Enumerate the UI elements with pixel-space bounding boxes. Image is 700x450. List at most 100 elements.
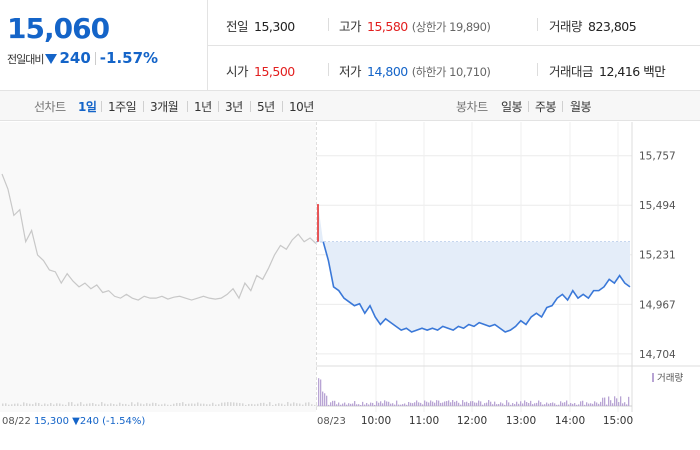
range-tab-3y[interactable]: 3년 <box>225 100 243 114</box>
volume-bar <box>410 402 412 406</box>
y-tick-label: 14,704 <box>639 349 676 361</box>
volume-bar <box>83 404 85 406</box>
volume-bar <box>494 401 496 406</box>
candle-tab-weekly[interactable]: 주봉 <box>535 100 557 114</box>
volume-bar <box>606 404 608 406</box>
prev-day-caption: 15,300 ▼240 (-1.54%) <box>34 416 145 427</box>
range-tab-5y[interactable]: 5년 <box>257 100 275 114</box>
range-tab-1d[interactable]: 1일 <box>78 100 97 114</box>
volume-bar <box>320 379 322 406</box>
volume-bar <box>248 404 250 406</box>
volume-bar <box>158 404 160 406</box>
volume-bar <box>26 403 28 406</box>
volume-bar <box>548 403 550 406</box>
volume-bar <box>474 402 476 406</box>
volume-bar <box>386 401 388 406</box>
volume-bar <box>530 400 532 406</box>
volume-bar <box>412 403 414 406</box>
volume-bar <box>576 404 578 406</box>
volume-bar <box>484 403 486 406</box>
stat-high: 고가 15,580 (상한가 19,890) <box>339 19 491 34</box>
volume-bar <box>574 403 576 406</box>
volume-bar <box>164 403 166 406</box>
volume-bar <box>281 403 283 406</box>
divider <box>537 63 538 76</box>
volume-bar <box>566 400 568 406</box>
volume-bar <box>572 403 574 406</box>
volume-bar <box>454 401 456 406</box>
range-tab-1y[interactable]: 1년 <box>194 100 212 114</box>
volume-bar <box>143 404 145 406</box>
volume-bar <box>221 402 223 406</box>
range-tab-1w[interactable]: 1주일 <box>108 100 137 114</box>
volume-bar <box>269 402 271 406</box>
volume-bar <box>480 401 482 406</box>
volume-bar <box>444 401 446 406</box>
range-tab-3m[interactable]: 3개월 <box>150 100 179 114</box>
volume-bar <box>420 402 422 406</box>
volume-bar <box>414 402 416 406</box>
volume-bar <box>346 404 348 406</box>
range-tab-10y[interactable]: 10년 <box>289 100 314 114</box>
candle-tab-daily[interactable]: 일봉 <box>501 100 523 114</box>
volume-bar <box>558 404 560 406</box>
volume-bar <box>590 403 592 406</box>
volume-bar <box>56 403 58 406</box>
volume-bar <box>500 402 502 406</box>
volume-bar <box>59 403 61 406</box>
volume-bar <box>370 402 372 406</box>
volume-bar <box>35 402 37 406</box>
volume-bar <box>472 401 474 406</box>
volume-bar <box>122 403 124 406</box>
volume-bar <box>326 395 328 406</box>
volume-bar <box>450 402 452 406</box>
volume-bar <box>526 402 528 406</box>
volume-bar <box>586 402 588 406</box>
volume-bar <box>448 400 450 406</box>
volume-bar <box>570 402 572 406</box>
intraday-line <box>322 241 631 333</box>
volume-bar <box>596 402 598 406</box>
x-tick-label: 12:00 <box>457 415 487 427</box>
volume-bar <box>602 397 604 406</box>
x-label-today: 08/23 <box>317 416 346 427</box>
volume-bar <box>324 393 326 406</box>
volume-bar <box>179 403 181 406</box>
volume-bar <box>496 404 498 406</box>
volume-bar <box>598 403 600 406</box>
volume-bar <box>378 402 380 406</box>
stat-prev-close: 전일 15,300 <box>226 19 295 34</box>
volume-bar <box>358 404 360 406</box>
volume-bar <box>478 400 480 406</box>
volume-bar <box>47 404 49 406</box>
volume-bar <box>173 403 175 406</box>
divider <box>562 101 563 112</box>
volume-bar <box>336 404 338 406</box>
volume-bars <box>2 378 630 406</box>
volume-bar <box>278 403 280 406</box>
volume-bar <box>508 402 510 406</box>
volume-legend-swatch <box>652 373 654 382</box>
volume-bar <box>520 401 522 406</box>
volume-bar <box>504 404 506 406</box>
volume-bar <box>74 404 76 406</box>
volume-bar <box>524 400 526 406</box>
volume-bar <box>344 402 346 406</box>
volume-bar <box>406 404 408 406</box>
volume-bar <box>152 402 154 406</box>
volume-bar <box>618 402 620 406</box>
volume-bar <box>426 401 428 406</box>
volume-bar <box>257 403 259 406</box>
divider <box>282 101 283 112</box>
volume-bar <box>556 404 558 406</box>
volume-bar <box>542 404 544 406</box>
volume-bar <box>95 404 97 406</box>
volume-bar <box>38 403 40 406</box>
candle-tab-monthly[interactable]: 월봉 <box>570 100 592 114</box>
volume-bar <box>314 404 316 406</box>
volume-bar <box>77 403 79 406</box>
volume-bar <box>418 402 420 406</box>
volume-bar <box>616 398 618 406</box>
volume-bar <box>50 402 52 406</box>
